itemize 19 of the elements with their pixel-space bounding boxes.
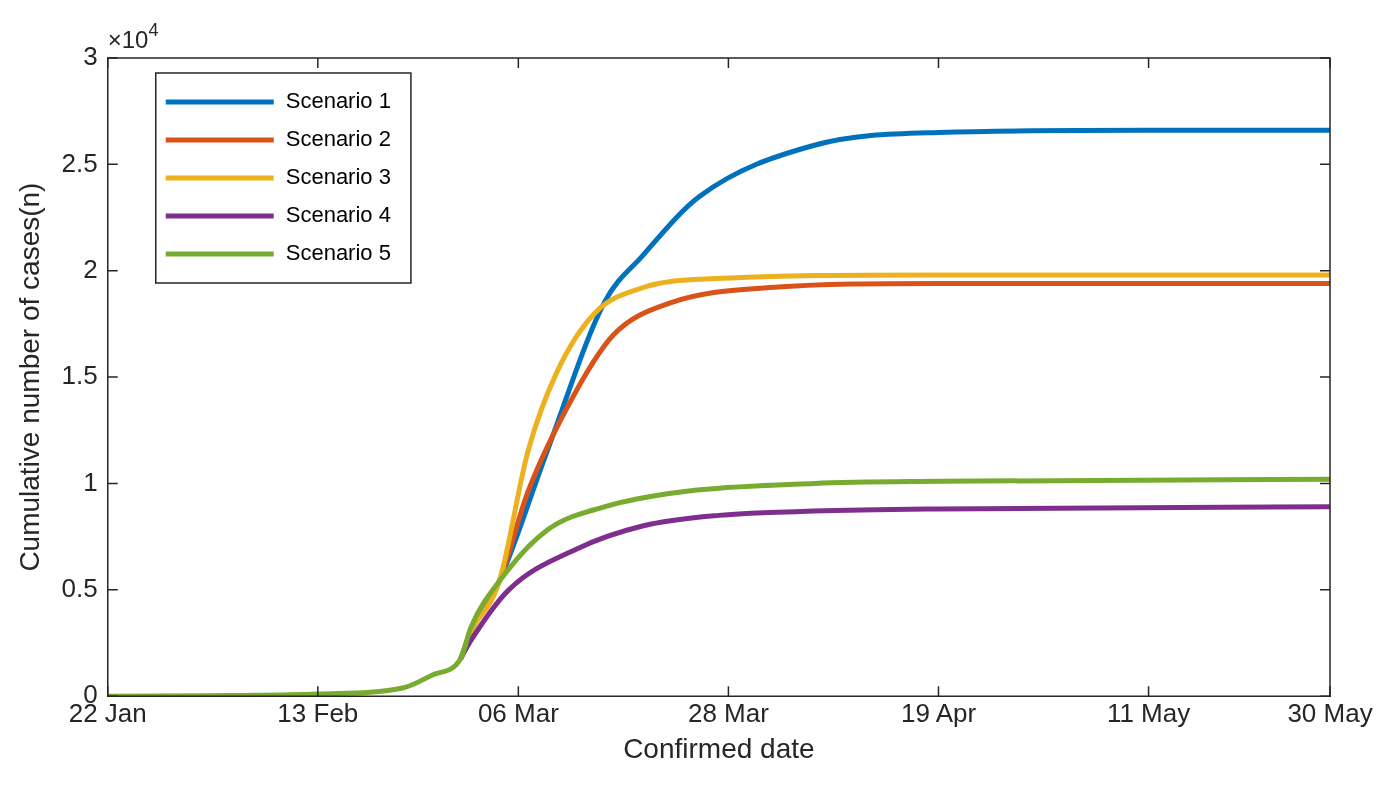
- x-tick-label: 28 Mar: [687, 697, 770, 728]
- legend-label: Scenario 1: [285, 88, 391, 114]
- x-tick-label: 19 Apr: [900, 697, 977, 728]
- y-tick-label: 3: [83, 41, 98, 72]
- x-tick-label: 11 May: [1106, 697, 1191, 728]
- y-tick-label: 0.5: [61, 573, 98, 604]
- y-tick-label: 1.5: [61, 360, 98, 391]
- x-tick-label: 13 Feb: [277, 697, 359, 728]
- y-tick-label: 1: [83, 466, 98, 497]
- legend-label: Scenario 4: [285, 202, 391, 228]
- x-tick-label: 30 May: [1287, 697, 1373, 728]
- x-tick-label: 06 Mar: [477, 697, 560, 728]
- legend-label: Scenario 2: [285, 126, 391, 152]
- legend-label: Scenario 5: [285, 240, 391, 266]
- y-axis-title: Cumulative number of cases(n): [13, 182, 45, 572]
- legend-label: Scenario 3: [285, 164, 391, 190]
- y-tick-label: 2: [83, 253, 98, 284]
- y-tick-label: 2.5: [61, 147, 98, 178]
- x-axis-title: Confirmed date: [623, 732, 815, 764]
